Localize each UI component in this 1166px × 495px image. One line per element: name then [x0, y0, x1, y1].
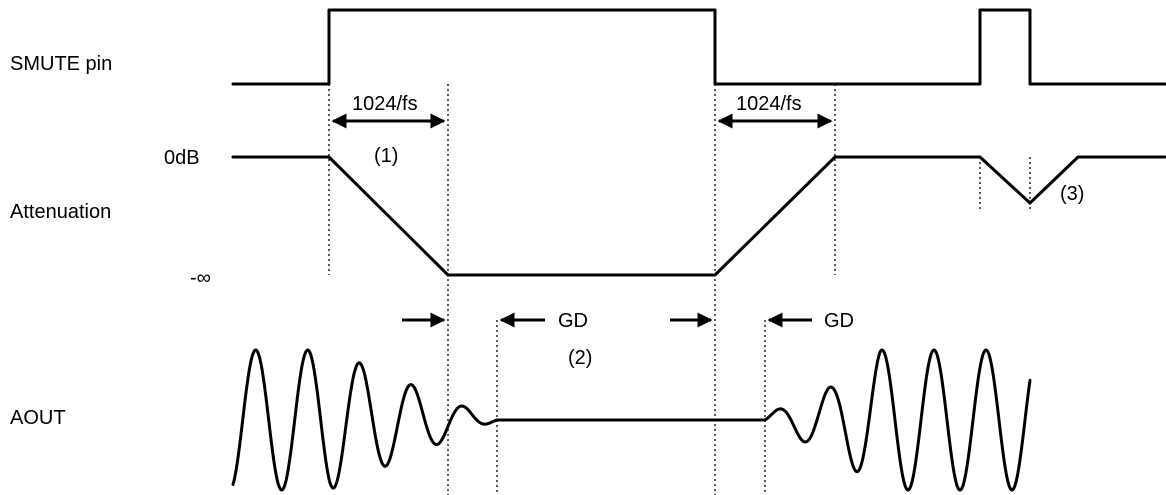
- zero-db-label: 0dB: [164, 147, 200, 169]
- aout-waveform-right: [763, 348, 1032, 492]
- attenuation-label: Attenuation: [10, 201, 111, 223]
- smute-pin-label: SMUTE pin: [10, 53, 112, 75]
- rise-time-label: 1024/fs: [736, 93, 802, 115]
- note-3-label: (3): [1060, 183, 1084, 205]
- smute-waveform: [231, 8, 1166, 86]
- fall-time-label: 1024/fs: [352, 93, 418, 115]
- gd-label-1: GD: [558, 310, 588, 332]
- guide-lines: [328, 84, 1031, 495]
- aout-waveform-left: [231, 348, 499, 492]
- attenuation-waveform: [231, 155, 1166, 277]
- note-2-label: (2): [568, 347, 592, 369]
- aout-label: AOUT: [10, 407, 66, 429]
- note-1-label: (1): [374, 145, 398, 167]
- minus-infinity-label: -∞: [190, 267, 211, 289]
- gd-label-2: GD: [824, 310, 854, 332]
